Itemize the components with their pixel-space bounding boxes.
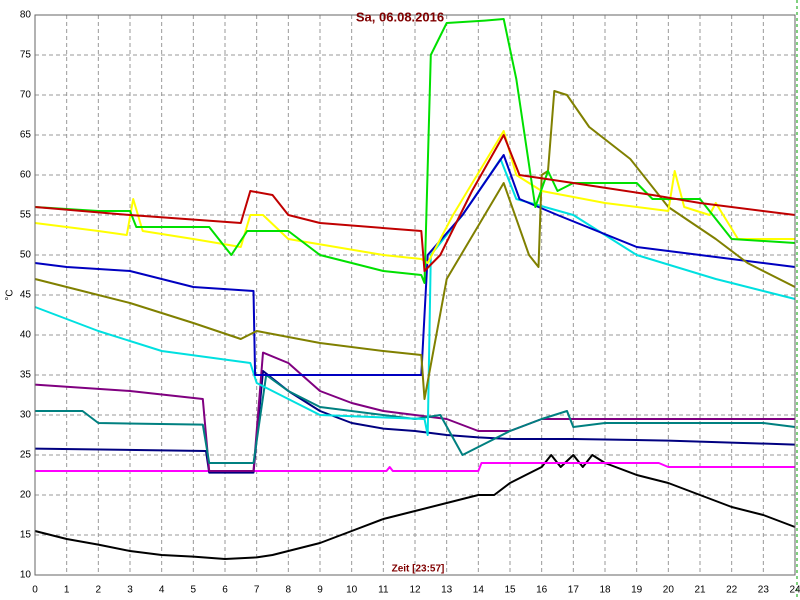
x-tick-label: 9 — [317, 585, 323, 596]
y-tick-label: 40 — [20, 330, 32, 341]
plot-frame — [34, 14, 796, 576]
x-tick-label: 5 — [191, 585, 197, 596]
x-tick-label: 22 — [726, 585, 738, 596]
x-tick-label: 7 — [254, 585, 260, 596]
x-tick-label: 23 — [758, 585, 770, 596]
x-tick-label: 15 — [504, 585, 516, 596]
series-line — [34, 90, 796, 400]
y-tick-label: 20 — [20, 490, 32, 501]
x-tick-label: 10 — [346, 585, 358, 596]
y-tick-label: 55 — [20, 210, 32, 221]
x-tick-label: 1 — [64, 585, 70, 596]
x-tick-label: 6 — [222, 585, 228, 596]
y-tick-label: 75 — [20, 50, 32, 61]
series-line — [35, 462, 795, 472]
series-line — [34, 370, 796, 474]
y-axis-label: °C — [5, 289, 16, 300]
y-tick-label: 65 — [20, 130, 32, 141]
x-tick-label: 0 — [32, 585, 38, 596]
x-tick-label: 21 — [694, 585, 706, 596]
x-tick-label: 18 — [599, 585, 611, 596]
x-tick-label: 4 — [159, 585, 165, 596]
y-tick-label: 15 — [20, 530, 32, 541]
y-tick-label: 45 — [20, 290, 32, 301]
y-tick-label: 80 — [20, 10, 32, 21]
x-tick-label: 16 — [536, 585, 548, 596]
x-tick-label: 11 — [378, 585, 389, 596]
series-line — [34, 154, 796, 376]
x-tick-label: 17 — [568, 585, 580, 596]
x-axis-label: Zeit [23:57] — [392, 564, 445, 575]
x-tick-label: 12 — [409, 585, 421, 596]
series-line — [35, 374, 796, 464]
series-line — [34, 18, 796, 284]
y-tick-label: 70 — [20, 90, 32, 101]
series-line — [34, 134, 796, 272]
x-tick-label: 14 — [473, 585, 485, 596]
x-tick-label: 8 — [286, 585, 292, 596]
y-tick-label: 60 — [20, 170, 32, 181]
chart-title: Sa, 06.08.2016 — [356, 9, 444, 24]
x-tick-label: 20 — [663, 585, 675, 596]
y-tick-label: 10 — [20, 570, 32, 581]
x-tick-label: 13 — [441, 585, 453, 596]
x-tick-label: 19 — [631, 585, 643, 596]
y-tick-label: 25 — [20, 450, 32, 461]
lines — [34, 18, 796, 560]
y-tick-label: 30 — [20, 410, 32, 421]
y-tick-label: 50 — [20, 250, 32, 261]
x-tick-label: 3 — [127, 585, 133, 596]
x-tick-label: 24 — [789, 585, 800, 596]
series-line — [34, 158, 796, 436]
y-tick-label: 35 — [20, 370, 32, 381]
series-line — [34, 454, 796, 560]
x-tick-label: 2 — [96, 585, 102, 596]
